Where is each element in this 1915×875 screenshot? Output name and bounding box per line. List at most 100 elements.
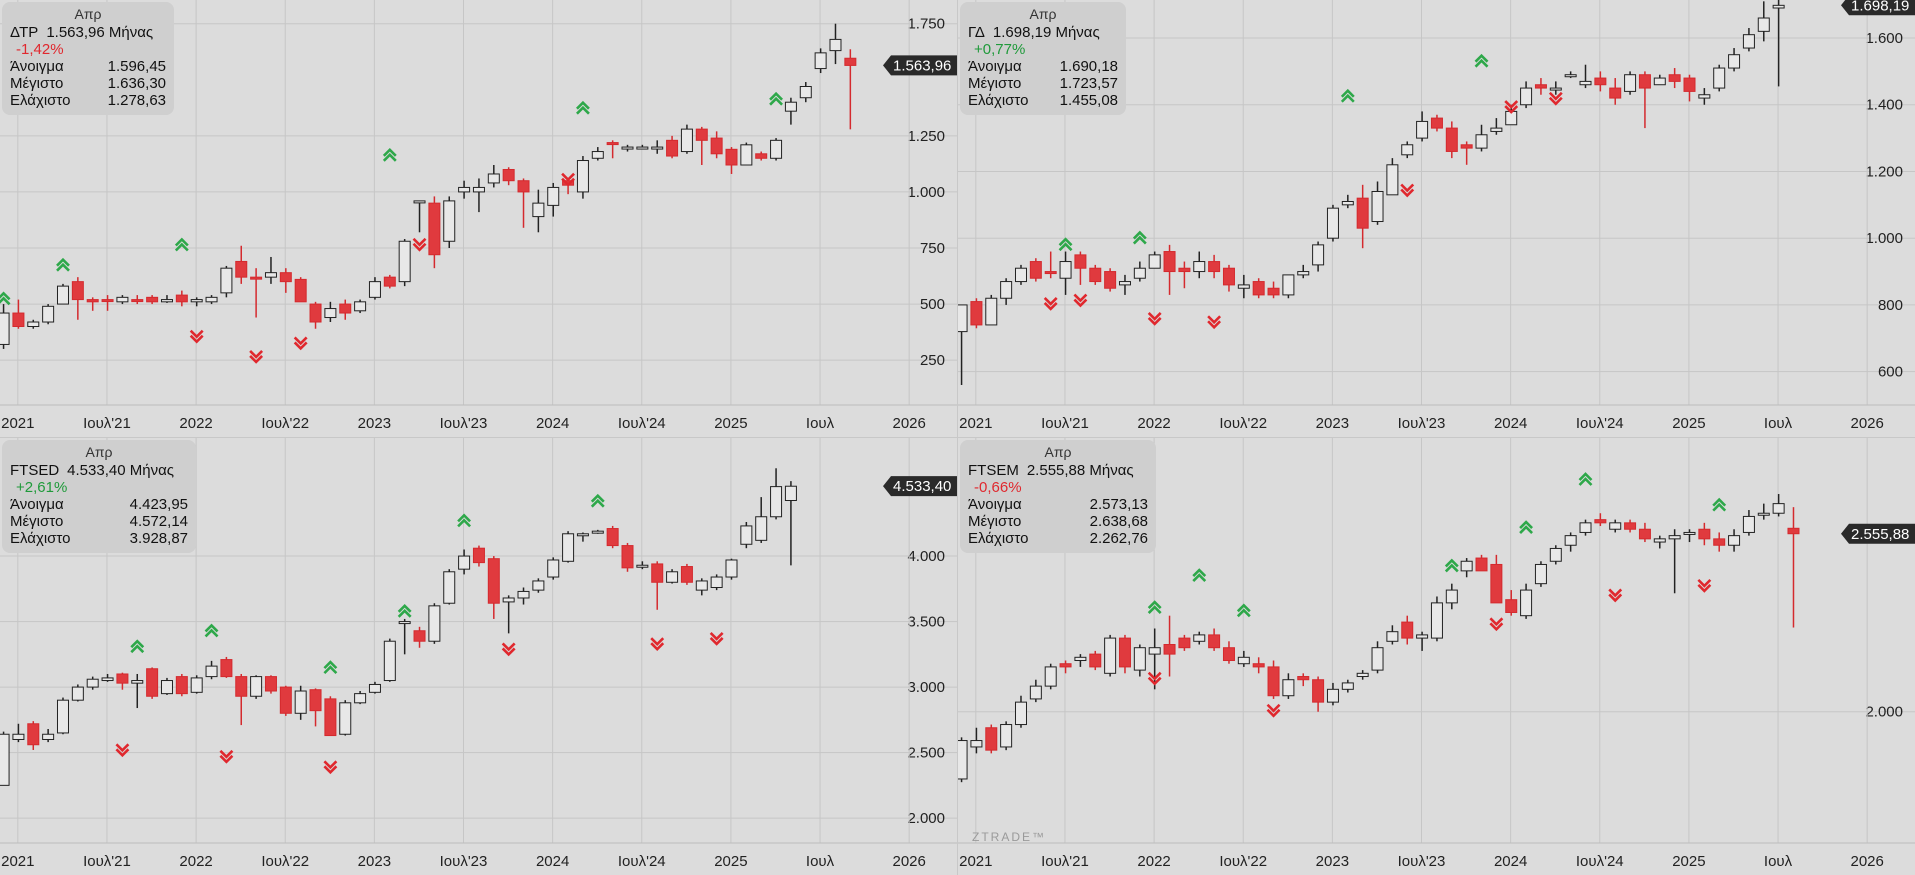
candle [799, 82, 812, 103]
candle [205, 660, 218, 680]
x-tick-label: 2023 [358, 415, 391, 432]
candle [1356, 184, 1369, 249]
candle-body [1638, 528, 1651, 540]
change-label: +0,77% [974, 41, 1026, 58]
arrow-up-icon [1147, 600, 1162, 615]
candle [368, 277, 381, 300]
arrow-down-icon [561, 172, 576, 187]
candle [1520, 81, 1533, 109]
candle [354, 691, 367, 705]
candle [562, 531, 575, 563]
candle-body [1668, 535, 1681, 540]
candlestick-chart[interactable]: 600 800 1.000 1.200 1.400 1.600 2021 Ιουλ'21 202… [958, 0, 1915, 437]
candle-body [784, 101, 797, 112]
candle-body [725, 148, 738, 166]
x-tick-label: Ιουλ [806, 415, 835, 432]
candle-body [1356, 197, 1369, 229]
candlestick-chart[interactable]: 250 500 750 1.000 1.250 1.750 2021 Ιουλ'21 2022 Ι… [0, 0, 957, 437]
y-tick-label: 1.000 [1865, 230, 1903, 247]
arrow-up-icon [397, 603, 412, 618]
candle-body [383, 640, 396, 682]
arrow-up-icon [382, 147, 397, 162]
chart-panel-dtr[interactable]: 250 500 750 1.000 1.250 1.750 2021 Ιουλ'21 2022 Ι… [0, 0, 957, 437]
candlestick-chart[interactable]: 2.000 2021 Ιουλ'21 2022 Ιουλ'22 2023 Ιουλ'23 20… [958, 438, 1915, 875]
open-key: Άνοιγμα [968, 58, 1022, 75]
candle-body [175, 294, 188, 303]
candle-body [1787, 527, 1800, 535]
x-tick-label: 2022 [1137, 853, 1170, 870]
candle-body [1520, 589, 1533, 617]
arrow-down-icon [412, 237, 427, 252]
candle [383, 274, 396, 289]
candle [1490, 118, 1503, 135]
candle [487, 165, 500, 188]
candle [502, 167, 515, 186]
candle-body [1653, 538, 1666, 543]
candle [398, 239, 411, 287]
arrow-up-icon [1192, 568, 1207, 582]
x-tick-label: 2021 [959, 853, 992, 870]
arrow-up-icon [1236, 603, 1251, 618]
candle-body [958, 740, 968, 780]
candle-body [235, 676, 248, 697]
candle [770, 468, 783, 520]
candle-body [740, 144, 753, 166]
candle [1549, 545, 1562, 565]
candle-body [1772, 503, 1785, 514]
candle-body [1564, 535, 1577, 546]
candle-body [517, 590, 530, 599]
x-tick-label: 2024 [536, 853, 569, 870]
candle [1074, 251, 1087, 285]
candle [1564, 532, 1577, 552]
y-tick-label: 1.000 [907, 184, 945, 201]
x-tick-label: Ιουλ'24 [618, 853, 666, 870]
candle [27, 319, 40, 329]
open-value: 4.423,95 [129, 496, 188, 513]
candlestick-chart[interactable]: 2.000 2.500 3.000 3.500 4.000 2021 Ιουλ'21 2022… [0, 438, 957, 875]
candle-body [562, 533, 575, 562]
candle [339, 700, 352, 736]
x-tick-label: 2024 [536, 415, 569, 432]
candle [1297, 264, 1310, 279]
candle [1208, 254, 1221, 279]
x-tick-label: 2026 [892, 415, 925, 432]
candle [517, 587, 530, 605]
high-value: 1.636,30 [107, 75, 166, 92]
candle-body [621, 146, 634, 150]
candle-body [383, 276, 396, 287]
candle-body [1252, 663, 1265, 668]
candle-body [458, 555, 471, 570]
last-price-label: 2.555,88 [1851, 526, 1909, 543]
candle-body [591, 151, 604, 159]
candle [324, 301, 337, 323]
candle [770, 138, 783, 161]
candle [1757, 1, 1770, 42]
candle [621, 542, 634, 572]
candle-body [985, 297, 998, 326]
candle-body [1059, 663, 1072, 668]
candle-body [1713, 538, 1726, 546]
chart-panel-gd[interactable]: 600 800 1.000 1.200 1.400 1.600 2021 Ιουλ'21 202… [958, 0, 1915, 437]
candle [1594, 71, 1607, 92]
candle [472, 545, 485, 567]
low-value: 1.455,08 [1059, 92, 1118, 109]
candle-body [755, 153, 768, 159]
candle [1014, 695, 1027, 728]
chart-panel-ftsem[interactable]: 2.000 2021 Ιουλ'21 2022 Ιουλ'22 2023 Ιουλ'23 20… [958, 438, 1915, 875]
x-tick-label: Ιουλ'22 [1219, 415, 1267, 432]
candle-body [443, 571, 456, 604]
candle-body [844, 57, 857, 66]
x-tick-label: Ιουλ'21 [83, 853, 131, 870]
candle-body [1252, 281, 1265, 296]
candle [680, 124, 693, 154]
open-value: 2.573,13 [1089, 496, 1148, 513]
candle [1118, 634, 1131, 674]
candle-body [1000, 724, 1013, 748]
chart-panel-ftsed[interactable]: 2.000 2.500 3.000 3.500 4.000 2021 Ιουλ'21 2022… [0, 438, 957, 875]
arrow-up-icon [1340, 88, 1355, 103]
candle-body [116, 673, 129, 684]
candle [1371, 181, 1384, 225]
candle [1237, 274, 1250, 299]
candle-body [636, 564, 649, 568]
candle-body [56, 699, 69, 734]
